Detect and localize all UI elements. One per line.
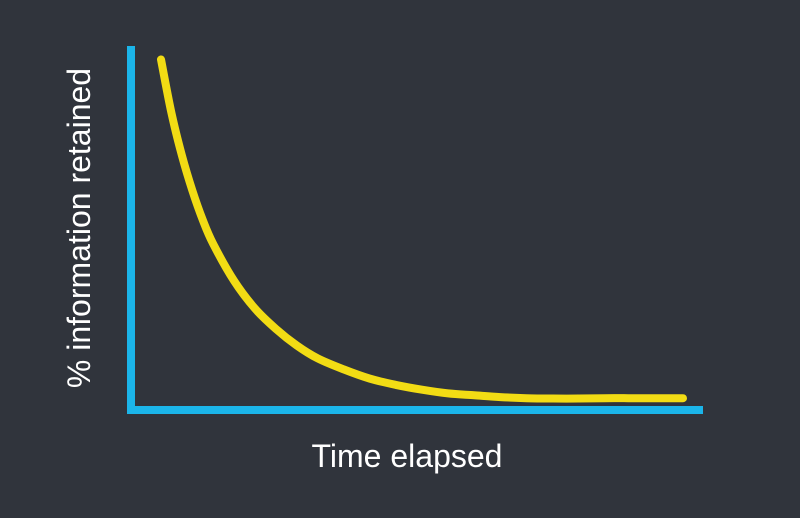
x-axis-label: Time elapsed bbox=[312, 438, 503, 474]
retention-curve-series-line bbox=[157, 55, 687, 403]
y-axis-label: % information retained bbox=[61, 68, 97, 388]
